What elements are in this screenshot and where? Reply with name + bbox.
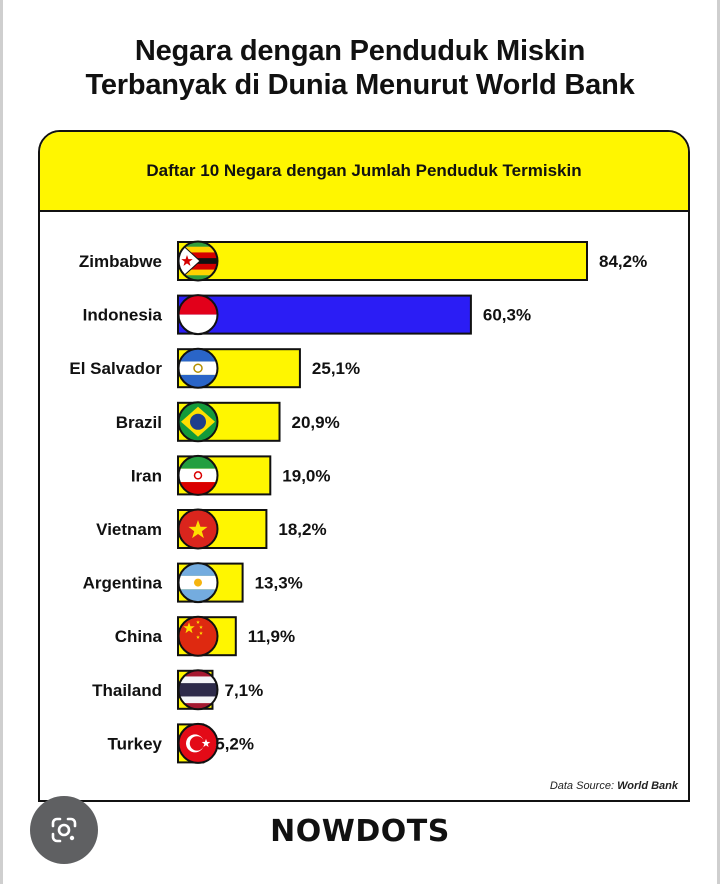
bar-row: Iran 19,0% [131,454,330,496]
zimbabwe-flag-icon [177,240,219,282]
value-label: 25,1% [312,359,360,378]
el-salvador-flag-icon [177,347,219,389]
bar-row: El Salvador 25,1% [69,347,360,389]
value-label: 13,3% [255,574,303,593]
bar-row: Argentina 13,3% [83,562,303,604]
category-label: Zimbabwe [79,252,162,271]
bar [177,241,588,281]
source-prefix: Data Source: [549,780,615,792]
value-label: 5,2% [215,734,254,753]
right-edge [717,0,720,884]
category-label: Turkey [108,734,163,753]
title-line-2: Terbanyak di Dunia Menurut World Bank [85,69,635,101]
bar-row: Indonesia 60,3% [83,294,531,336]
value-label: 19,0% [282,466,330,485]
category-label: Iran [131,466,162,485]
iran-flag-icon [177,454,219,496]
brazil-flag-icon [177,401,219,443]
category-label: Brazil [116,413,162,432]
source-name: World Bank [617,780,678,792]
bar-row: Thailand 7,1% [92,669,263,711]
bar [177,294,472,335]
bar-row: Vietnam 18,2% [96,508,327,550]
indonesia-flag-icon [177,294,219,336]
value-label: 7,1% [224,681,263,700]
category-label: China [115,627,163,646]
google-lens-icon [51,817,77,843]
vietnam-flag-icon [177,508,219,550]
bar-row: Brazil 20,9% [116,401,340,443]
card-header: Daftar 10 Negara dengan Jumlah Penduduk … [40,132,688,212]
category-label: Vietnam [96,520,162,539]
lens-button[interactable] [30,796,98,864]
value-label: 11,9% [248,627,295,646]
category-label: Indonesia [83,306,163,325]
value-label: 84,2% [599,252,647,271]
value-label: 20,9% [292,413,340,432]
bar-chart: Zimbabwe 84,2% Indonesia 60,3% El Salvador 25… [69,240,647,764]
bar-row: Zimbabwe 84,2% [79,240,647,282]
thailand-flag-icon [177,669,219,711]
value-label: 18,2% [278,520,326,539]
category-label: Argentina [83,574,163,593]
bar-row: China 11,9% [115,615,295,657]
page-title: Negara dengan Penduduk Miskin Terbanyak … [0,34,720,102]
value-label: 60,3% [483,306,531,325]
turkey-flag-icon [177,722,219,764]
bar-row: Turkey 5,2% [108,722,254,764]
data-source: Data Source: World Bank [550,780,678,792]
chart-card: Daftar 10 Negara dengan Jumlah Penduduk … [38,130,690,802]
title-line-1: Negara dengan Penduduk Miskin [134,35,586,67]
category-label: Thailand [92,681,162,700]
china-flag-icon [177,615,219,657]
category-label: El Salvador [69,359,162,378]
brand-logo: NOWDOTS [270,814,450,849]
argentina-flag-icon [177,562,219,604]
left-edge [0,0,3,884]
